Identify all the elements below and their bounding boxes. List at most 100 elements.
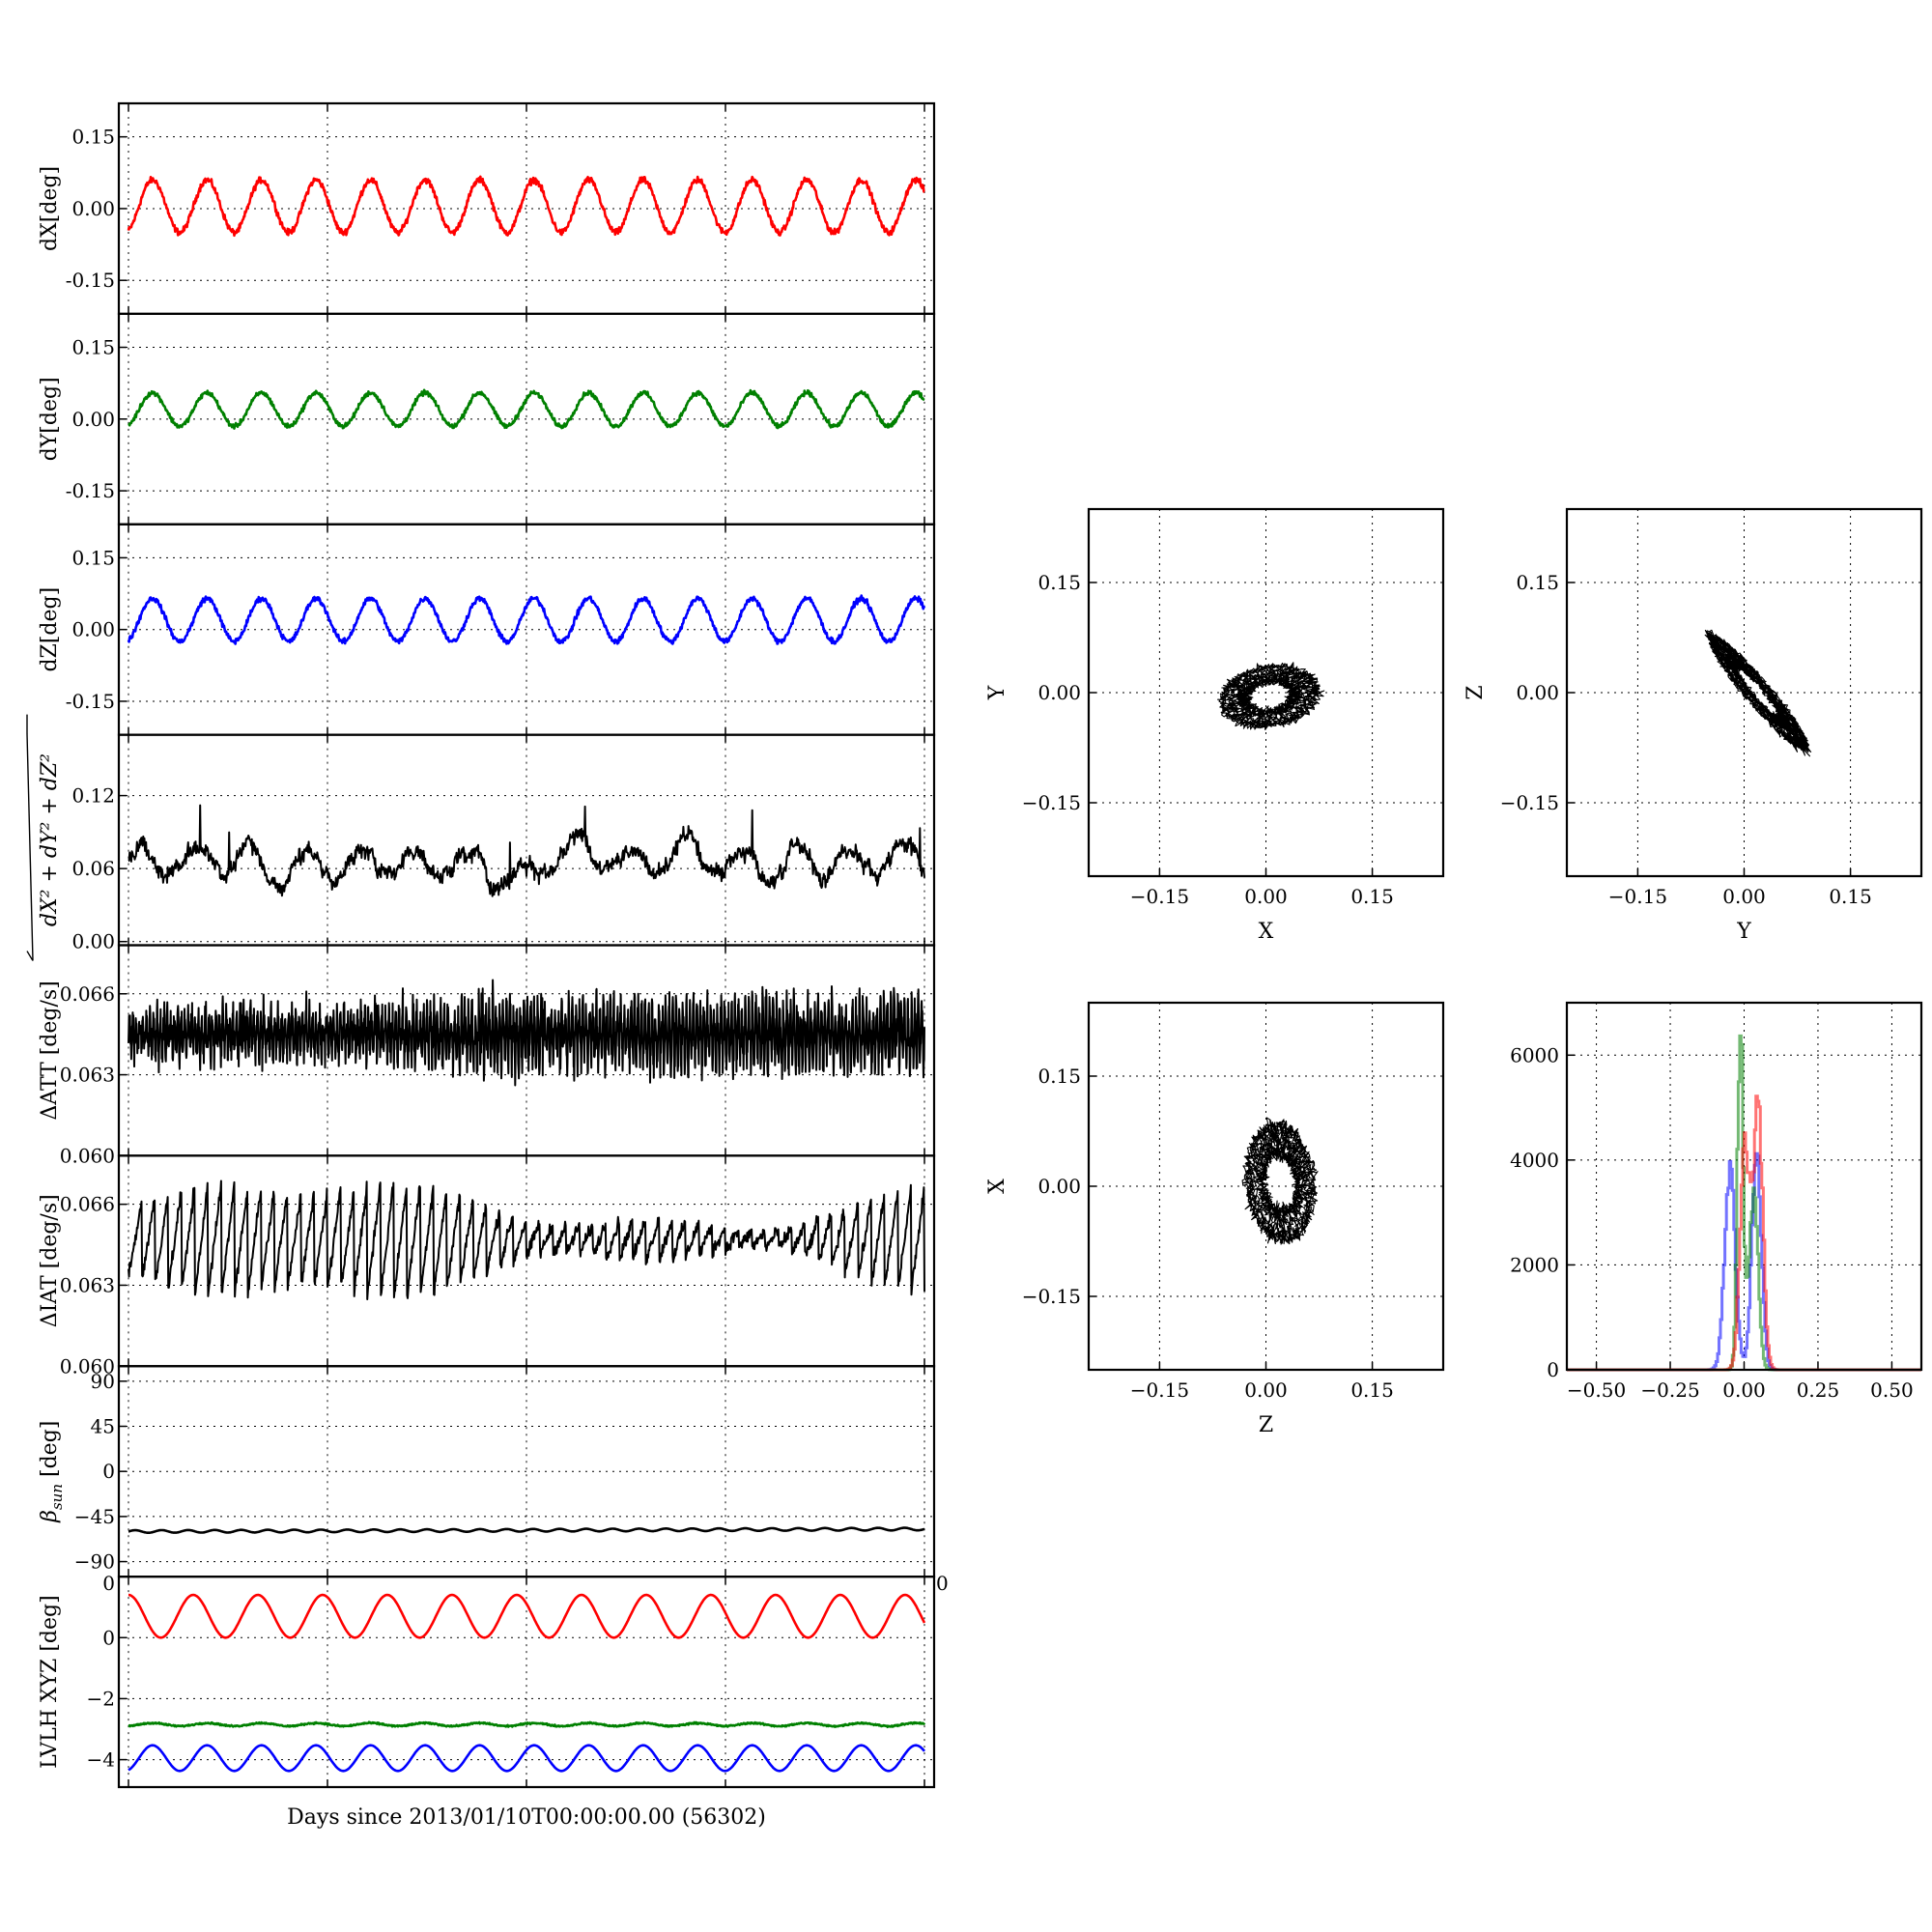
panel-lvlh: 0 −2 −4 LVLH XYZ [deg] 0 0 xyxy=(38,1572,949,1789)
x-tick-label: 0.25 xyxy=(1797,1378,1840,1402)
series-line xyxy=(128,1720,926,1729)
y-tick-label: 0.00 xyxy=(1516,681,1559,704)
y-tick-label: −2 xyxy=(87,1687,115,1710)
x-tick-label: −0.25 xyxy=(1640,1378,1699,1402)
y-axis-label: ΔIAT [deg/s] xyxy=(38,1194,62,1327)
panel-frame xyxy=(1565,1001,1923,1372)
y-tick-label: 0.00 xyxy=(71,408,115,431)
y-tick-label: 0.00 xyxy=(71,618,115,641)
x-tick-label: 0 xyxy=(936,1572,949,1595)
panel-dIAT: 0.066 0.063 0.060 ΔIAT [deg/s] xyxy=(38,1154,936,1378)
panel-total: 0.12 0.06 0.00 dX² + dY² + dZ² xyxy=(26,714,936,961)
y-tick-label: 0 xyxy=(102,1572,115,1595)
series-line xyxy=(128,1593,926,1639)
shared-x-axis-label: Days since 2013/01/10T00:00:00.00 (56302… xyxy=(287,1805,766,1830)
series-line xyxy=(128,979,925,1087)
trajectory-line xyxy=(1704,629,1812,757)
y-tick-label: 0.15 xyxy=(71,336,115,359)
panel-ZX: −0.15 0.00 0.15 0.15 0.00 −0.15 Z X xyxy=(985,1001,1445,1437)
y-axis-label: dZ[deg] xyxy=(38,587,62,672)
y-tick-label: 0.060 xyxy=(60,1354,115,1378)
y-tick-label: 4000 xyxy=(1510,1149,1559,1172)
y-tick-label: 0.15 xyxy=(1037,571,1081,594)
y-tick-label: -0.15 xyxy=(66,269,115,292)
series-line xyxy=(127,594,926,645)
sqrt-sign xyxy=(26,714,34,961)
series-line xyxy=(128,804,925,897)
y-tick-label: 0.15 xyxy=(1516,571,1559,594)
time-series-panels: 0.150.00-0.15dX[deg]0.150.00-0.15dY[deg]… xyxy=(26,101,949,1789)
y-tick-label: 0 xyxy=(102,1460,115,1483)
x-tick-label: 0.00 xyxy=(1244,885,1288,908)
panel-frame xyxy=(117,733,936,947)
panel-YZ: −0.15 0.00 0.15 0.15 0.00 −0.15 Y Z xyxy=(1463,507,1923,944)
y-tick-label: 0.15 xyxy=(71,546,115,569)
x-tick-label: −0.50 xyxy=(1567,1378,1626,1402)
x-tick-label: −0.15 xyxy=(1130,1378,1189,1402)
panel-frame xyxy=(1087,1001,1445,1372)
y-tick-label: 45 xyxy=(91,1415,115,1438)
x-tick-label: 0.15 xyxy=(1829,885,1872,908)
x-tick-label: 0.00 xyxy=(1722,1378,1766,1402)
panel-XY: −0.15 0.00 0.15 0.15 0.00 −0.15 X Y xyxy=(985,507,1445,944)
panel-hist: −0.50 −0.25 0.00 0.25 0.50 6000 4000 2000 0 xyxy=(1510,1001,1923,1402)
y-axis-label: βsun [deg] xyxy=(38,1421,66,1523)
y-tick-label: 0.12 xyxy=(71,784,115,808)
y-axis-label: Y xyxy=(985,685,1009,700)
y-tick-label: −90 xyxy=(74,1550,115,1574)
y-axis-label: LVLH XYZ [deg] xyxy=(38,1595,62,1769)
x-tick-label: 0.00 xyxy=(1244,1378,1288,1402)
y-tick-label: 0 xyxy=(1547,1358,1559,1381)
y-tick-label: 0 xyxy=(102,1626,115,1649)
y-axis-label: X xyxy=(985,1179,1009,1194)
x-axis-label: Y xyxy=(1736,920,1751,944)
y-tick-label: 0.066 xyxy=(60,1193,115,1216)
panel-dATT: 0.066 0.063 0.060 ΔATT [deg/s] xyxy=(38,944,936,1167)
x-axis-label: X xyxy=(1259,920,1274,944)
histogram-series xyxy=(1567,1034,1921,1372)
y-axis-label: dX² + dY² + dZ² xyxy=(38,753,62,926)
series-line xyxy=(128,1179,925,1300)
y-tick-label: 0.00 xyxy=(71,930,115,953)
series-line xyxy=(128,1526,925,1534)
y-tick-label: 0.00 xyxy=(1037,1175,1081,1198)
x-tick-label: 0.15 xyxy=(1350,885,1394,908)
y-tick-label: 0.060 xyxy=(60,1144,115,1167)
y-tick-label: -0.15 xyxy=(66,690,115,713)
panel-frame xyxy=(117,1576,936,1789)
y-tick-label: 0.066 xyxy=(60,982,115,1006)
x-tick-label: −0.15 xyxy=(1130,885,1189,908)
y-tick-label: −0.15 xyxy=(1022,791,1081,814)
y-tick-label: -0.15 xyxy=(66,479,115,502)
y-tick-label: −4 xyxy=(87,1748,115,1772)
y-tick-label: 0.15 xyxy=(71,126,115,149)
y-axis-label: dX[deg] xyxy=(38,166,62,251)
y-axis-label: Z xyxy=(1463,685,1488,699)
y-tick-label: 6000 xyxy=(1510,1043,1559,1066)
trajectory-line xyxy=(1217,662,1325,731)
y-tick-label: −0.15 xyxy=(1022,1285,1081,1308)
y-tick-label: 0.00 xyxy=(71,197,115,220)
trajectory-line xyxy=(1241,1117,1319,1245)
y-tick-label: −45 xyxy=(74,1505,115,1528)
series-line xyxy=(128,388,925,430)
x-tick-label: 0.15 xyxy=(1350,1378,1394,1402)
y-tick-label: 0.00 xyxy=(1037,681,1081,704)
panel-frame xyxy=(117,1154,936,1368)
y-tick-label: −0.15 xyxy=(1500,791,1559,814)
x-tick-label: 0.50 xyxy=(1870,1378,1914,1402)
panel-frame xyxy=(1565,507,1923,878)
y-axis-label: dY[deg] xyxy=(38,377,62,461)
y-tick-label: 0.063 xyxy=(60,1273,115,1296)
y-tick-label: 90 xyxy=(91,1370,115,1393)
y-axis-label: ΔATT [deg/s] xyxy=(38,980,62,1120)
x-axis-label: Z xyxy=(1259,1413,1273,1437)
panel-beta: 90 45 0 −45 −90 βsun [deg] xyxy=(38,1365,936,1578)
scatter-panels: −0.15 0.00 0.15 0.15 0.00 −0.15 X Y −0.15 0.00 0.1… xyxy=(985,507,1923,1437)
series-line xyxy=(128,1744,925,1773)
x-tick-label: −0.15 xyxy=(1608,885,1667,908)
